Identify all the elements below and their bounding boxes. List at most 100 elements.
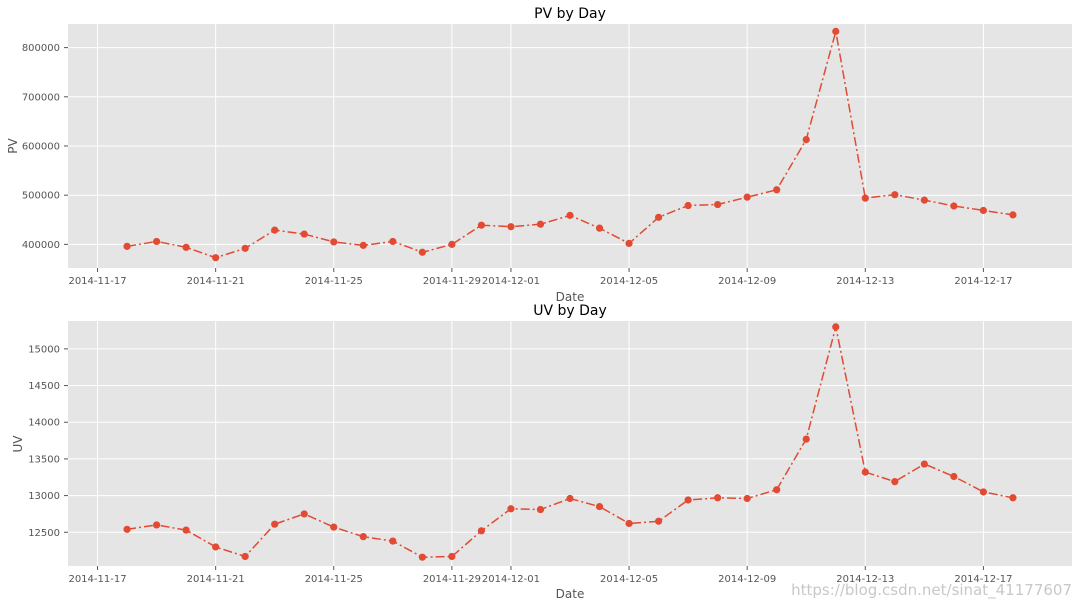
uv-data-point <box>152 521 161 529</box>
pv-data-point <box>536 220 545 228</box>
pv-y-tick-label: 800000 <box>22 43 60 54</box>
pv-data-point <box>920 196 928 204</box>
uv-x-ticks: 2014-11-17 2014-11-21 2014-11-25 2014-11-29… <box>68 566 1012 585</box>
uv-data-point <box>1009 494 1017 502</box>
uv-data-point <box>861 468 869 476</box>
uv-y-tick-label: 14000 <box>28 418 60 429</box>
uv-data-point <box>477 527 486 535</box>
pv-data-point <box>418 248 426 256</box>
pv-x-tick-label: 2014-12-05 <box>600 276 658 287</box>
uv-data-point <box>241 552 249 561</box>
pv-x-tick-label: 2014-12-13 <box>836 276 894 287</box>
pv-data-point <box>359 241 367 249</box>
pv-y-tick-label: 400000 <box>22 240 60 251</box>
uv-data-point <box>773 486 781 494</box>
uv-data-point <box>595 502 604 511</box>
uv-x-tick-label: 2014-11-17 <box>68 574 126 585</box>
uv-y-ticks: 12500 13000 13500 14000 14500 15000 <box>28 344 68 539</box>
pv-data-point <box>1009 211 1017 219</box>
uv-x-tick-label: 2014-12-17 <box>954 574 1012 585</box>
uv-data-point <box>330 523 338 531</box>
uv-data-point <box>920 460 928 468</box>
pv-data-point <box>950 202 958 210</box>
uv-data-point <box>566 494 574 503</box>
uv-y-tick-label: 13000 <box>28 491 60 502</box>
pv-data-point <box>684 201 692 210</box>
uv-chart: 2014-11-17 2014-11-21 2014-11-25 2014-11-29… <box>11 303 1072 601</box>
pv-data-point <box>743 193 751 201</box>
pv-chart-title: PV by Day <box>534 6 606 22</box>
pv-x-tick-label: 2014-12-01 <box>482 276 540 287</box>
uv-data-point <box>950 472 958 481</box>
uv-data-point <box>359 533 367 541</box>
pv-x-axis-label: Date <box>556 290 585 304</box>
pv-x-ticks: 2014-11-17 2014-11-21 2014-11-25 2014-11-29… <box>68 268 1012 287</box>
pv-data-point <box>212 254 220 262</box>
uv-data-point <box>271 520 279 528</box>
pv-data-point <box>832 27 840 35</box>
uv-y-tick-label: 15000 <box>28 344 60 355</box>
pv-x-tick-label: 2014-11-25 <box>305 276 363 287</box>
pv-data-point <box>891 191 899 199</box>
pv-data-point <box>773 186 781 194</box>
pv-y-axis-label: PV <box>6 137 20 153</box>
uv-data-point <box>625 519 633 528</box>
uv-x-tick-label: 2014-11-25 <box>305 574 363 585</box>
pv-data-point <box>271 226 279 234</box>
uv-plot-area <box>68 321 1072 566</box>
pv-y-ticks: 400000 500000 600000 700000 800000 <box>22 43 68 251</box>
pv-data-point <box>477 221 486 229</box>
uv-y-tick-label: 14500 <box>28 381 60 392</box>
pv-y-tick-label: 600000 <box>22 142 60 153</box>
pv-data-point <box>714 200 722 209</box>
uv-x-tick-label: 2014-12-05 <box>600 574 658 585</box>
uv-data-point <box>979 488 988 496</box>
pv-data-point <box>507 223 515 231</box>
uv-data-point <box>448 552 456 561</box>
uv-data-point <box>507 505 515 513</box>
watermark: https://blog.csdn.net/sinat_41177607 <box>791 581 1072 600</box>
uv-x-axis-label: Date <box>556 587 585 601</box>
uv-data-point <box>891 478 899 486</box>
pv-chart: 2014-11-17 2014-11-21 2014-11-25 2014-11-29… <box>6 6 1072 304</box>
uv-data-point <box>832 323 840 331</box>
uv-data-point <box>418 553 426 561</box>
pv-data-point <box>300 230 308 238</box>
pv-data-point <box>595 224 604 232</box>
pv-data-point <box>566 211 574 219</box>
pv-data-point <box>330 238 338 246</box>
pv-series-points <box>123 27 1017 262</box>
uv-data-point <box>300 510 308 518</box>
uv-data-point <box>536 505 545 514</box>
uv-y-tick-label: 13500 <box>28 454 60 465</box>
pv-data-point <box>389 237 397 246</box>
uv-data-point <box>714 494 722 502</box>
uv-grid <box>68 321 1072 566</box>
uv-x-tick-label: 2014-12-09 <box>718 574 776 585</box>
pv-x-tick-label: 2014-12-17 <box>954 276 1012 287</box>
pv-y-tick-label: 500000 <box>22 191 60 202</box>
pv-data-point <box>802 136 810 144</box>
uv-data-point <box>802 435 810 443</box>
uv-y-tick-label: 12500 <box>28 528 60 539</box>
uv-data-point <box>684 496 692 504</box>
pv-grid <box>68 24 1072 268</box>
pv-x-tick-label: 2014-11-29 <box>423 276 481 287</box>
uv-chart-title: UV by Day <box>533 303 607 319</box>
uv-x-tick-label: 2014-12-01 <box>482 574 540 585</box>
pv-data-point <box>979 206 988 215</box>
pv-y-tick-label: 700000 <box>22 92 60 103</box>
pv-data-point <box>625 239 633 248</box>
uv-data-point <box>743 494 751 503</box>
pv-x-tick-label: 2014-11-17 <box>68 276 126 287</box>
uv-data-point <box>654 517 663 525</box>
uv-y-axis-label: UV <box>11 435 25 453</box>
pv-x-tick-label: 2014-12-09 <box>718 276 776 287</box>
pv-data-point <box>654 213 663 221</box>
pv-data-point <box>448 240 456 248</box>
pv-data-point <box>152 237 161 246</box>
uv-data-point <box>389 537 397 545</box>
uv-series-points <box>123 323 1017 561</box>
uv-x-tick-label: 2014-11-21 <box>187 574 245 585</box>
